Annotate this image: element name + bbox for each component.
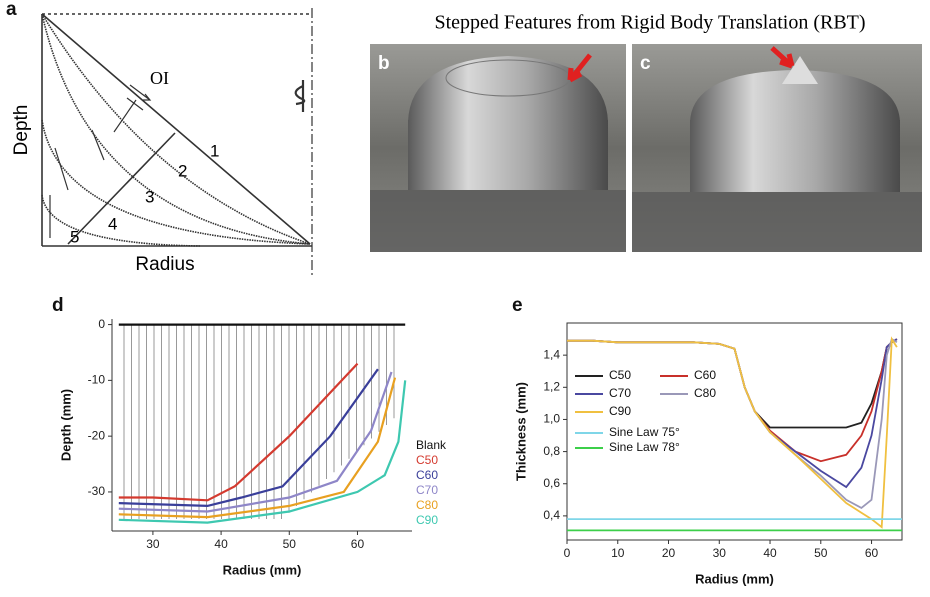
cone	[782, 56, 818, 84]
dome	[408, 56, 608, 122]
x-tick-label: 50	[814, 546, 828, 560]
y-label: Depth	[11, 105, 32, 156]
legend-label: C70	[609, 386, 631, 400]
region-label: 4	[108, 214, 117, 233]
dome	[690, 70, 900, 122]
series-line	[118, 362, 359, 502]
legend-label: C60	[694, 368, 716, 382]
series-line	[567, 336, 898, 529]
panel-a	[41, 8, 313, 275]
series-line	[118, 371, 393, 513]
annotation: OI	[150, 68, 169, 88]
legend-label: C70	[416, 483, 438, 497]
region-label: 1	[210, 141, 219, 160]
x-tick-label: 60	[865, 546, 879, 560]
oi-arrow	[129, 84, 152, 101]
panel-letter: c	[640, 53, 651, 74]
base	[632, 192, 922, 252]
cylinder	[408, 120, 608, 190]
legend-label: C50	[416, 453, 438, 467]
panel-letter: e	[512, 295, 523, 316]
y-axis-title: Thickness (mm)	[513, 382, 528, 481]
legend-label: C80	[416, 498, 438, 512]
x-tick-label: 50	[283, 537, 297, 551]
legend-label: Sine Law 78°	[609, 440, 680, 454]
panel-letter: b	[378, 53, 390, 74]
x-tick-label: 20	[662, 546, 676, 560]
panel-letter: a	[6, 0, 17, 20]
rotation-icon	[294, 80, 306, 112]
x-tick-label: 40	[214, 537, 228, 551]
photo-b	[370, 44, 626, 252]
base	[370, 190, 626, 252]
y-tick-label: 1,0	[543, 412, 560, 426]
y-tick-label: 1,4	[543, 347, 560, 361]
series-line	[118, 377, 397, 519]
arrow	[567, 53, 592, 83]
profile-5	[41, 194, 201, 247]
y-tick-label: 0,4	[543, 508, 560, 522]
profile-1	[41, 13, 311, 245]
photo-caption: Stepped Features from Rigid Body Transla…	[434, 12, 865, 34]
x-tick-label: 40	[763, 546, 777, 560]
arrow	[770, 46, 795, 69]
y-axis-title: Depth (mm)	[58, 389, 73, 461]
x-tick-label: 10	[611, 546, 625, 560]
legend-label: C90	[416, 513, 438, 527]
photo-c	[632, 44, 922, 252]
series-line	[118, 368, 379, 508]
x-tick-label: 0	[564, 546, 571, 560]
y-tick-label: 0	[98, 317, 105, 331]
x-label: Radius	[135, 254, 194, 275]
panel-letter: d	[52, 295, 64, 316]
x-axis-title: Radius (mm)	[695, 571, 774, 586]
y-tick-label: 0,6	[543, 476, 560, 490]
series-line	[567, 337, 898, 509]
flow-arrows	[49, 97, 144, 238]
y-tick-label: -20	[88, 428, 106, 442]
plot-frame	[566, 322, 903, 541]
legend-label: Sine Law 75°	[609, 425, 680, 439]
y-tick-label: -10	[88, 373, 106, 387]
y-tick-label: 0,8	[543, 444, 560, 458]
region-label: 3	[145, 187, 154, 206]
profile-2	[41, 13, 311, 245]
region-label: 5	[70, 227, 79, 246]
profile-3	[41, 13, 311, 245]
x-tick-label: 60	[351, 537, 365, 551]
crossing-line	[67, 132, 176, 245]
x-tick-label: 30	[713, 546, 727, 560]
legend-label: Blank	[416, 438, 447, 452]
legend-label: C60	[416, 468, 438, 482]
legend-label: C80	[694, 386, 716, 400]
profile-4	[41, 119, 311, 245]
legend-label: C50	[609, 368, 631, 382]
cylinder	[690, 120, 900, 192]
y-tick-label: 1,2	[543, 379, 560, 393]
series-line	[118, 380, 407, 524]
y-tick-label: -30	[88, 484, 106, 498]
x-axis-title: Radius (mm)	[223, 562, 302, 577]
x-tick-label: 30	[146, 537, 160, 551]
region-label: 2	[178, 161, 187, 180]
legend-label: C90	[609, 404, 631, 418]
